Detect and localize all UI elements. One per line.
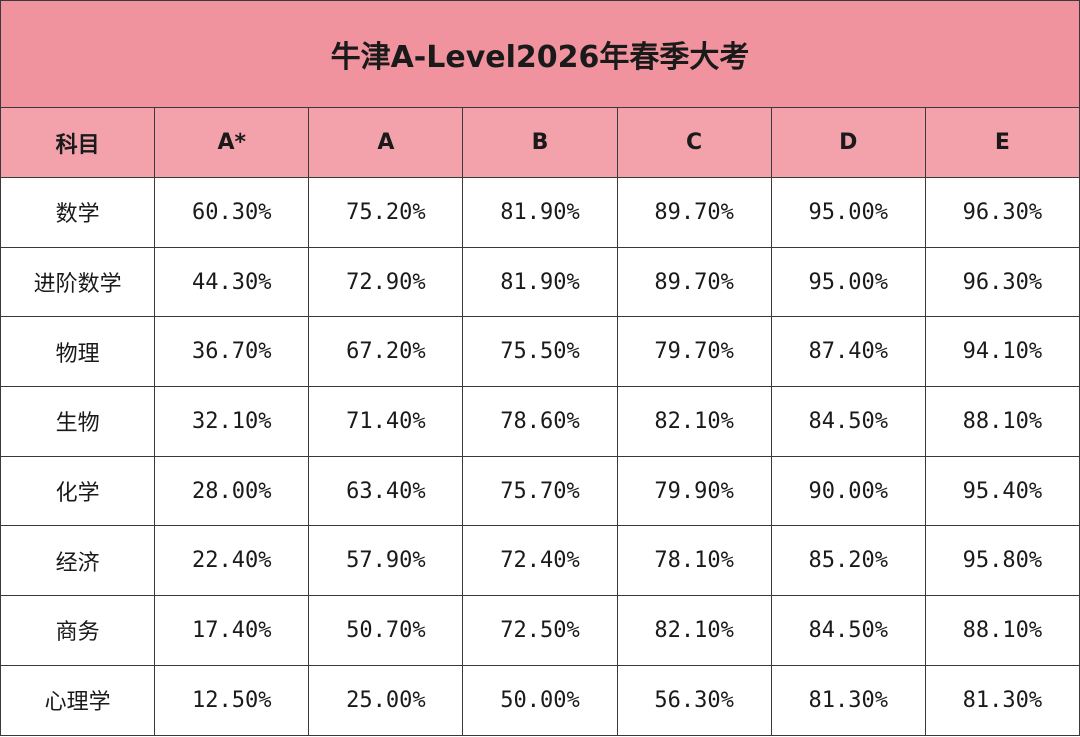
rate-cell: 72.90%	[308, 246, 464, 318]
rate-cell: 82.10%	[616, 595, 772, 666]
rate-cell: 75.20%	[308, 177, 464, 248]
rate-cell: 89.70%	[616, 177, 772, 248]
rate-cell: 56.30%	[616, 664, 772, 736]
column-header: E	[924, 107, 1080, 178]
column-header: 科目	[0, 107, 156, 178]
rate-cell: 96.30%	[924, 177, 1080, 248]
subject-cell: 生物	[0, 386, 156, 457]
rate-cell: 87.40%	[770, 316, 926, 388]
subject-cell: 商务	[0, 595, 156, 666]
table-title: 牛津A-Level2026年春季大考	[0, 0, 1080, 108]
rate-cell: 78.60%	[462, 386, 618, 457]
rate-cell: 79.70%	[616, 316, 772, 388]
data-row: 化学 28.00% 63.40% 75.70% 79.90% 90.00% 95.40%	[0, 455, 1080, 527]
rate-cell: 84.50%	[770, 595, 926, 666]
data-row: 商务 17.40% 50.70% 72.50% 82.10% 84.50% 88.10%	[0, 595, 1080, 666]
column-header: A	[308, 107, 464, 178]
data-row: 生物 32.10% 71.40% 78.60% 82.10% 84.50% 88.10%	[0, 386, 1080, 457]
rate-cell: 17.40%	[154, 595, 310, 666]
rate-cell: 95.80%	[924, 525, 1080, 597]
subject-cell: 化学	[0, 455, 156, 527]
rate-cell: 81.30%	[924, 664, 1080, 736]
subject-cell: 物理	[0, 316, 156, 388]
subject-cell: 经济	[0, 525, 156, 597]
rate-cell: 57.90%	[308, 525, 464, 597]
rate-cell: 78.10%	[616, 525, 772, 597]
rate-cell: 22.40%	[154, 525, 310, 597]
rate-cell: 50.00%	[462, 664, 618, 736]
rate-cell: 72.50%	[462, 595, 618, 666]
rate-cell: 81.90%	[462, 177, 618, 248]
rate-cell: 36.70%	[154, 316, 310, 388]
rate-cell: 81.30%	[770, 664, 926, 736]
data-row: 数学 60.30% 75.20% 81.90% 89.70% 95.00% 96.30%	[0, 177, 1080, 248]
header-row: 科目 A* A B C D E	[0, 107, 1080, 178]
rate-cell: 50.70%	[308, 595, 464, 666]
column-header: D	[770, 107, 926, 178]
rate-cell: 95.00%	[770, 246, 926, 318]
rate-cell: 25.00%	[308, 664, 464, 736]
rate-cell: 85.20%	[770, 525, 926, 597]
subject-cell: 心理学	[0, 664, 156, 736]
rate-cell: 12.50%	[154, 664, 310, 736]
data-row: 物理 36.70% 67.20% 75.50% 79.70% 87.40% 94.10%	[0, 316, 1080, 388]
rate-cell: 32.10%	[154, 386, 310, 457]
rate-cell: 88.10%	[924, 386, 1080, 457]
rate-cell: 96.30%	[924, 246, 1080, 318]
rate-cell: 94.10%	[924, 316, 1080, 388]
rate-cell: 88.10%	[924, 595, 1080, 666]
rate-cell: 60.30%	[154, 177, 310, 248]
data-row: 经济 22.40% 57.90% 72.40% 78.10% 85.20% 95.80%	[0, 525, 1080, 597]
rate-cell: 44.30%	[154, 246, 310, 318]
rate-cell: 95.40%	[924, 455, 1080, 527]
rate-cell: 89.70%	[616, 246, 772, 318]
rate-cell: 28.00%	[154, 455, 310, 527]
title-row: 牛津A-Level2026年春季大考	[0, 0, 1080, 108]
rate-cell: 81.90%	[462, 246, 618, 318]
column-header: C	[616, 107, 772, 178]
rate-cell: 67.20%	[308, 316, 464, 388]
subject-cell: 进阶数学	[0, 246, 156, 318]
column-header: A*	[154, 107, 310, 178]
rate-cell: 63.40%	[308, 455, 464, 527]
rate-cell: 84.50%	[770, 386, 926, 457]
rate-cell: 90.00%	[770, 455, 926, 527]
subject-cell: 数学	[0, 177, 156, 248]
rate-cell: 95.00%	[770, 177, 926, 248]
rate-cell: 79.90%	[616, 455, 772, 527]
data-row: 心理学 12.50% 25.00% 50.00% 56.30% 81.30% 81.30%	[0, 664, 1080, 736]
column-header: B	[462, 107, 618, 178]
rate-cell: 71.40%	[308, 386, 464, 457]
rate-cell: 75.50%	[462, 316, 618, 388]
rate-cell: 72.40%	[462, 525, 618, 597]
data-row: 进阶数学 44.30% 72.90% 81.90% 89.70% 95.00% 96.30%	[0, 246, 1080, 318]
rate-cell: 75.70%	[462, 455, 618, 527]
rate-cell: 82.10%	[616, 386, 772, 457]
